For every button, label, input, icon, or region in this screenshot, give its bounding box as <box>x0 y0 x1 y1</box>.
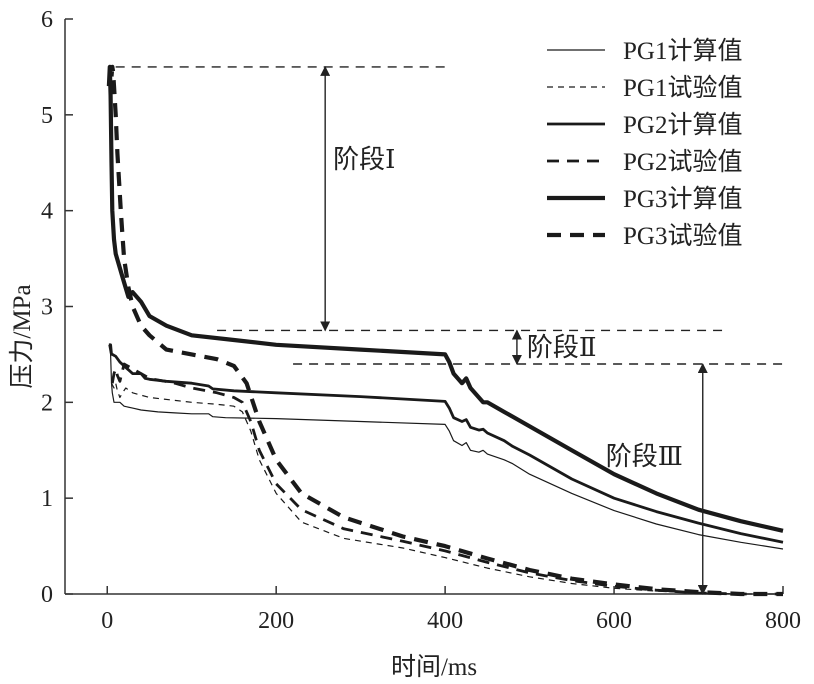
x-tick-label: 400 <box>427 608 463 634</box>
series-line-6 <box>109 64 783 597</box>
y-axis-title: 压力/MPa <box>8 284 36 388</box>
y-tick-label: 5 <box>41 103 53 129</box>
stage-label: 阶段Ⅲ <box>606 442 683 471</box>
y-tick-label: 3 <box>41 295 53 321</box>
y-tick-label: 2 <box>41 390 53 416</box>
x-tick-label: 600 <box>596 608 632 634</box>
y-tick-label: 0 <box>41 582 53 608</box>
series-line-1 <box>108 344 784 550</box>
series-line-5 <box>106 64 784 533</box>
legend-label: PG1计算值 <box>623 37 742 65</box>
x-axis-title: 时间/ms <box>391 653 477 681</box>
stage-label: 阶段Ⅱ <box>527 333 597 362</box>
series-line-4 <box>110 362 783 596</box>
x-tick-label: 200 <box>258 608 294 634</box>
x-tick-label: 0 <box>101 608 113 634</box>
legend-label: PG2计算值 <box>623 111 742 139</box>
series-line-2 <box>110 382 783 595</box>
y-tick-label: 4 <box>41 199 53 225</box>
legend-label: PG3试验值 <box>623 222 742 250</box>
legend-label: PG2试验值 <box>623 148 742 176</box>
legend-label: PG1试验值 <box>623 74 742 102</box>
legend-label: PG3计算值 <box>623 185 742 213</box>
y-tick-label: 6 <box>41 7 53 33</box>
stage-label: 阶段Ⅰ <box>333 145 395 174</box>
x-tick-label: 800 <box>765 608 801 634</box>
y-tick-label: 1 <box>41 486 53 512</box>
